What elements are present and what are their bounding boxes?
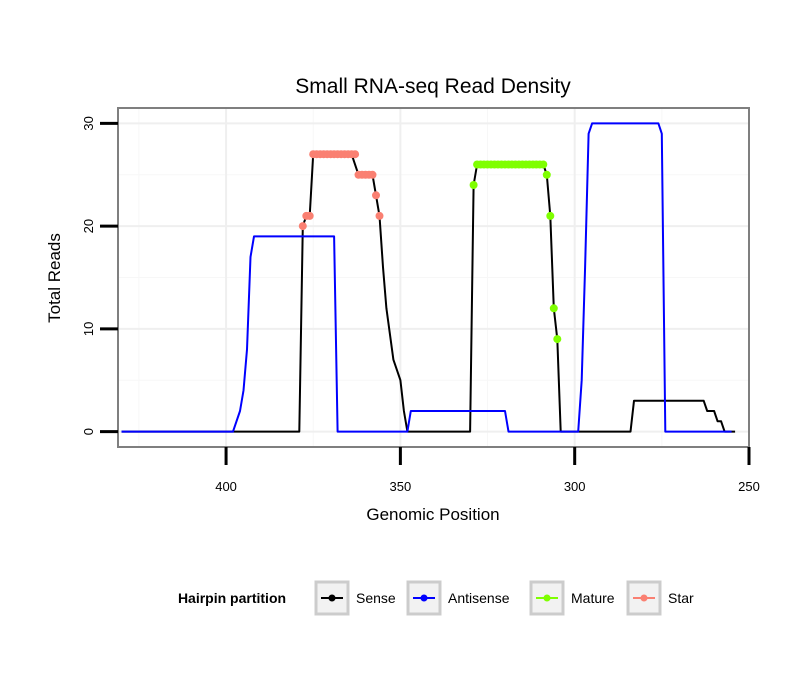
data-point-mature bbox=[553, 335, 562, 344]
data-point-star bbox=[351, 150, 360, 159]
y-axis: 0 10 20 30 bbox=[81, 116, 118, 435]
legend-key-point bbox=[328, 594, 336, 602]
x-tick-label: 350 bbox=[390, 479, 412, 494]
legend-key-point bbox=[543, 594, 551, 602]
x-tick-label: 250 bbox=[738, 479, 760, 494]
legend-key-point bbox=[640, 594, 648, 602]
series-line-sense bbox=[121, 153, 736, 433]
y-tick-label: 0 bbox=[81, 428, 96, 435]
x-tick-label: 400 bbox=[215, 479, 237, 494]
data-point-star bbox=[372, 191, 380, 200]
legend-item-mature: Mature bbox=[529, 580, 615, 616]
series-line-antisense bbox=[121, 122, 732, 433]
y-axis-label: Total Reads bbox=[45, 233, 64, 323]
legend-label: Star bbox=[668, 590, 694, 606]
data-point-mature bbox=[546, 211, 555, 220]
data-point-star bbox=[375, 211, 384, 220]
data-point-star bbox=[298, 222, 307, 231]
data-point-star bbox=[368, 170, 377, 179]
legend-title: Hairpin partition bbox=[178, 590, 286, 606]
legend-item-sense: Sense bbox=[314, 580, 396, 616]
plot-panel bbox=[117, 107, 750, 448]
x-axis-label: Genomic Position bbox=[366, 505, 499, 524]
data-point-mature bbox=[549, 304, 558, 313]
data-point-star bbox=[305, 211, 314, 220]
series-points bbox=[298, 150, 562, 344]
x-axis: 400 350 300 250 bbox=[215, 447, 760, 494]
grid-lines bbox=[118, 108, 749, 447]
y-tick-label: 30 bbox=[81, 116, 96, 130]
data-point-mature bbox=[539, 160, 548, 169]
chart-title: Small RNA-seq Read Density bbox=[295, 75, 571, 98]
legend-key-point bbox=[420, 594, 428, 602]
legend-label: Sense bbox=[356, 590, 396, 606]
legend-item-star: Star bbox=[626, 580, 694, 616]
x-tick-label: 300 bbox=[564, 479, 586, 494]
legend: Hairpin partition Sense Antisense Mature St… bbox=[178, 580, 694, 616]
legend-item-antisense: Antisense bbox=[406, 580, 510, 616]
data-point-mature bbox=[469, 181, 478, 189]
data-point-mature bbox=[542, 170, 551, 179]
legend-label: Antisense bbox=[448, 590, 510, 606]
y-tick-label: 20 bbox=[81, 219, 96, 233]
legend-label: Mature bbox=[571, 590, 615, 606]
y-tick-label: 10 bbox=[81, 322, 96, 336]
